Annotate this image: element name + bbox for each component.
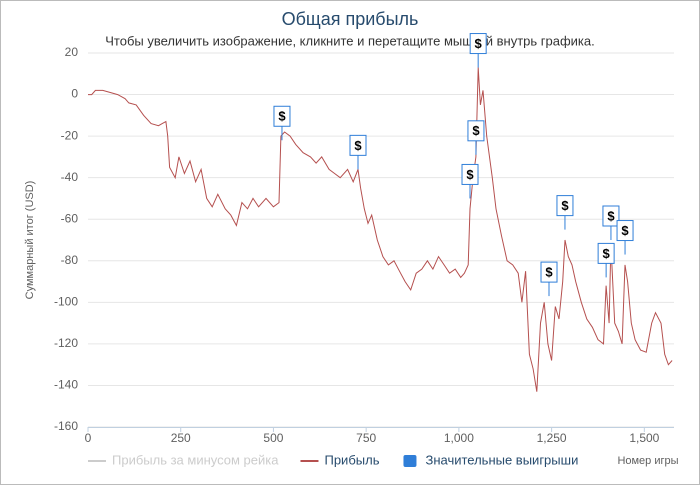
flag-text: $ — [475, 36, 483, 51]
win-flag: $ — [461, 163, 479, 199]
flag-box — [602, 205, 620, 227]
x-tick-label: 1,000 — [444, 431, 474, 445]
flag-text: $ — [466, 167, 474, 182]
win-flag: $ — [597, 242, 615, 278]
flag-text: $ — [472, 123, 480, 138]
x-tick-label: 1,500 — [629, 431, 659, 445]
flag-box — [616, 220, 634, 242]
win-flag: $ — [602, 205, 620, 240]
y-tick-label: 0 — [71, 87, 78, 101]
win-flag: $ — [349, 134, 367, 170]
y-tick-label: -100 — [54, 295, 78, 309]
y-tick-label: -160 — [54, 419, 78, 433]
x-tick-label: 1,250 — [537, 431, 567, 445]
win-flag: $ — [467, 120, 485, 155]
x-tick-label: 0 — [85, 431, 92, 445]
y-tick-label: -80 — [61, 253, 79, 267]
chart-title: Общая прибыль — [282, 9, 419, 29]
legend-symbol — [403, 455, 417, 467]
x-axis-title: Номер игры — [617, 455, 678, 467]
x-tick-label: 500 — [263, 431, 283, 445]
y-tick-label: -60 — [61, 211, 79, 225]
flag-box — [540, 261, 558, 283]
flag-text: $ — [621, 223, 629, 238]
y-tick-label: 20 — [65, 45, 79, 59]
y-tick-label: -20 — [61, 128, 79, 142]
flag-box — [469, 33, 487, 55]
x-tick-label: 250 — [171, 431, 191, 445]
legend-label: Прибыль — [324, 452, 379, 467]
flag-text: $ — [354, 138, 362, 153]
flag-text: $ — [561, 198, 569, 213]
flag-box — [467, 120, 485, 142]
win-flag: $ — [540, 261, 558, 297]
flag-box — [597, 242, 615, 264]
flag-box — [349, 134, 367, 156]
y-axis-title: Суммарный итог (USD) — [24, 181, 36, 300]
y-tick-label: -120 — [54, 336, 78, 350]
win-flag: $ — [616, 220, 634, 255]
flag-box — [273, 105, 291, 127]
flag-text: $ — [278, 109, 286, 124]
flag-box — [556, 195, 574, 217]
win-flag: $ — [273, 105, 291, 141]
y-tick-label: -140 — [54, 378, 78, 392]
win-flag: $ — [469, 33, 487, 68]
legend-label: Прибыль за минусом рейка — [112, 452, 279, 467]
chart-subtitle: Чтобы увеличить изображение, кликните и … — [105, 33, 594, 48]
win-flag: $ — [556, 195, 574, 230]
flag-text: $ — [607, 208, 615, 223]
x-tick-label: 750 — [356, 431, 376, 445]
flag-box — [461, 163, 479, 185]
flag-text: $ — [545, 265, 553, 280]
flag-text: $ — [603, 246, 611, 261]
legend-label: Значительные выигрыши — [425, 452, 578, 467]
y-tick-label: -40 — [61, 170, 79, 184]
profit-line — [88, 67, 673, 392]
